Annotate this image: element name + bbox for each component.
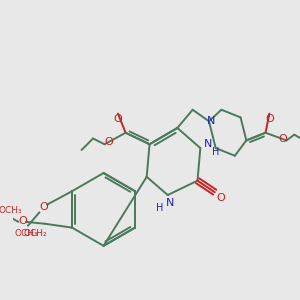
Text: OCH₂: OCH₂ xyxy=(24,229,47,238)
Text: O: O xyxy=(19,216,28,226)
Text: N: N xyxy=(166,198,174,208)
Text: O: O xyxy=(265,114,274,124)
Text: O: O xyxy=(216,193,225,203)
Text: O: O xyxy=(278,134,287,143)
Text: O: O xyxy=(104,137,113,147)
Text: H: H xyxy=(156,203,164,214)
Text: H: H xyxy=(212,147,219,157)
Text: N: N xyxy=(207,116,215,126)
Text: OCH₃: OCH₃ xyxy=(0,206,22,215)
Text: N: N xyxy=(204,139,212,149)
Text: OCH₃: OCH₃ xyxy=(14,229,38,238)
Text: O: O xyxy=(114,114,122,124)
Text: O: O xyxy=(39,202,48,212)
